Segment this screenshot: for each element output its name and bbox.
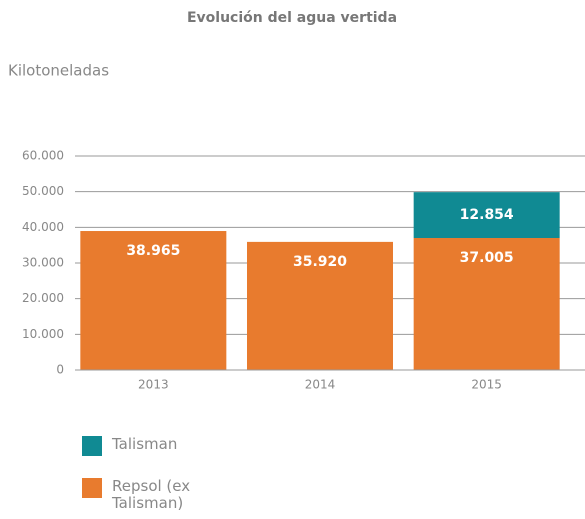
legend-swatch: [82, 436, 102, 456]
legend-swatch: [82, 478, 102, 498]
chart: Evolución del agua vertida Kilotoneladas…: [8, 10, 585, 392]
data-label: 37.005: [460, 250, 514, 266]
bar-segment: [80, 231, 227, 370]
data-label: 38.965: [126, 243, 180, 259]
chart-title: Evolución del agua vertida: [187, 10, 397, 26]
bar-segment: [413, 192, 560, 239]
data-label: 35.920: [293, 254, 347, 270]
bar-segment: [247, 241, 393, 370]
y-tick-label: 40.000: [22, 220, 64, 234]
legend-item: Repsol (ex Talisman): [82, 478, 222, 512]
x-tick-label: 2014: [305, 378, 336, 392]
legend-label: Repsol (ex Talisman): [112, 477, 191, 512]
y-tick-label: 60.000: [22, 149, 64, 163]
y-tick-label: 20.000: [22, 291, 64, 305]
y-tick-label: 30.000: [22, 256, 64, 270]
x-tick-label: 2015: [471, 378, 502, 392]
bar-segment: [413, 238, 560, 370]
y-axis-label: Kilotoneladas: [8, 62, 109, 80]
x-tick-label: 2013: [138, 378, 169, 392]
legend-item: Talisman: [82, 436, 222, 456]
data-label: 12.854: [460, 207, 514, 223]
y-tick-label: 10.000: [22, 327, 64, 341]
legend-label: Talisman: [112, 435, 178, 453]
y-tick-label: 50.000: [22, 184, 64, 198]
y-tick-label: 0: [56, 363, 64, 377]
